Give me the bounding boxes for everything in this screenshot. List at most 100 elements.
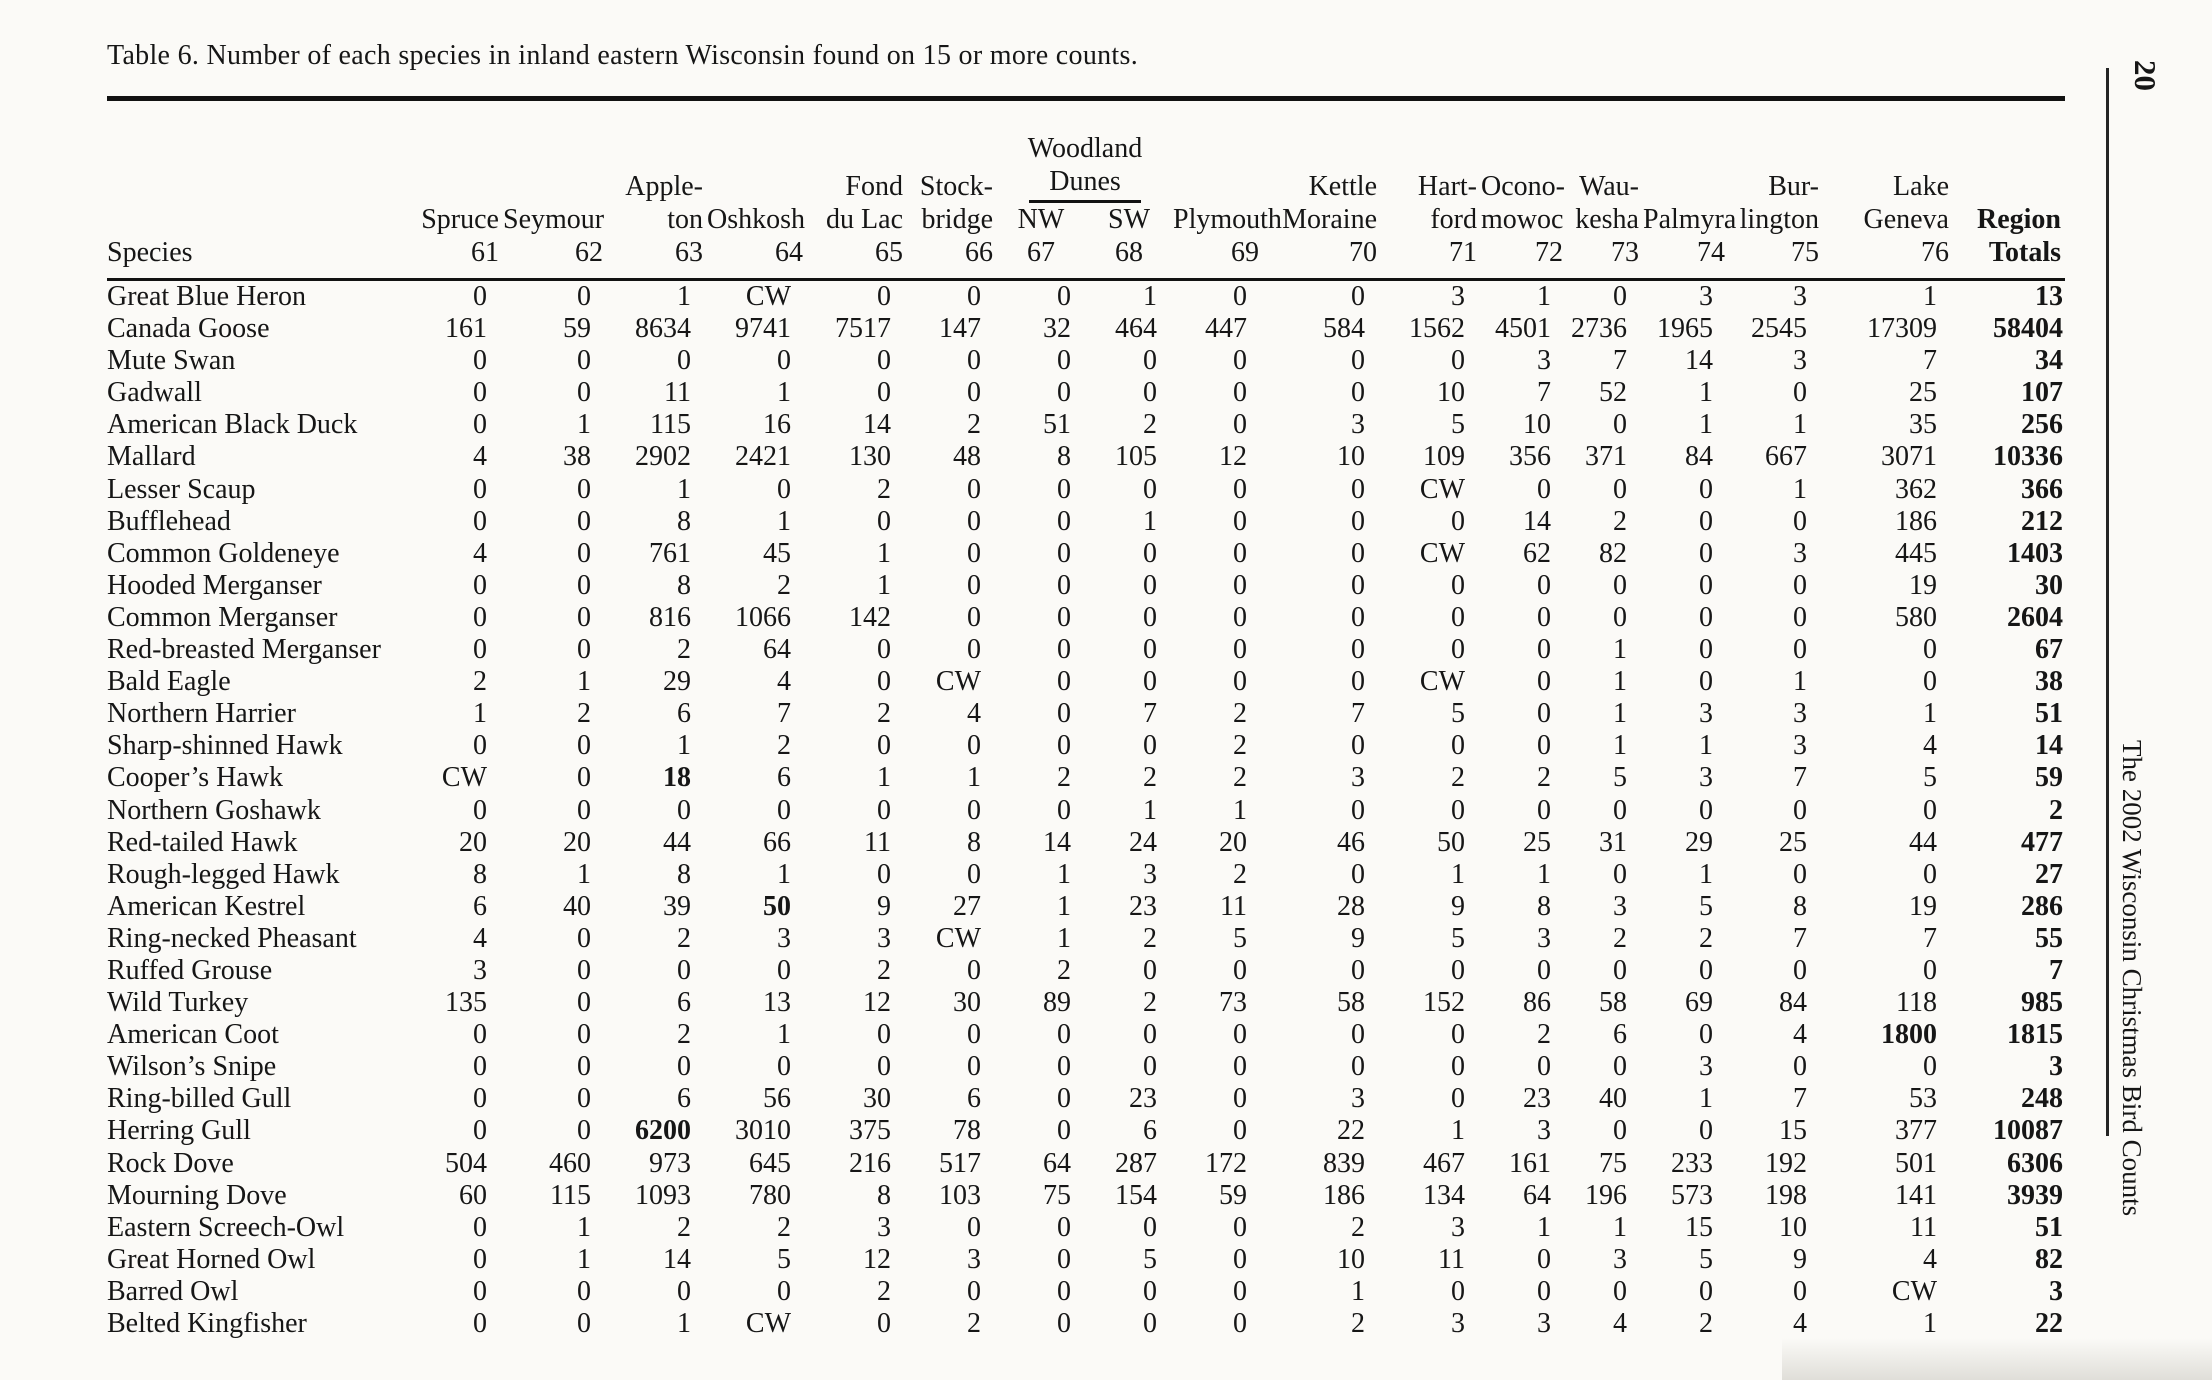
count-cell: 0 xyxy=(877,858,891,890)
count-cell: 0 xyxy=(577,1083,591,1115)
count-cell: 0 xyxy=(1057,281,1071,312)
count-cell: 3 xyxy=(1613,890,1627,922)
count-cell: 1 xyxy=(1613,1211,1627,1243)
count-cell: 23 xyxy=(1129,1083,1157,1115)
col-number: 67 xyxy=(1027,237,1055,268)
table-row: Ring-billed Gull 0 0 6 56 30 6 0 23 0 3 0 23 40 1 7 53 24… xyxy=(107,1083,2065,1115)
count-cell: 0 xyxy=(473,345,487,377)
col-label: Plymouth xyxy=(1173,204,1282,235)
count-cell: 0 xyxy=(1351,1051,1365,1083)
table-row: Canada Goose 161 59 8634 9741 7517 147 32 464 447… xyxy=(107,313,2065,345)
count-cell: 0 xyxy=(577,730,591,762)
count-cell: 366 xyxy=(2021,473,2063,505)
count-cell: 3 xyxy=(2049,1051,2063,1083)
count-cell: 0 xyxy=(1699,569,1713,601)
count-cell: 0 xyxy=(473,794,487,826)
table-row: Northern Goshawk 0 0 0 0 0 0 0 1 1 0 0 0 0 0 0 0 2 xyxy=(107,795,2065,827)
count-cell: 0 xyxy=(1537,569,1551,601)
count-cell: 51 xyxy=(2035,1211,2063,1243)
table-row: Northern Harrier 1 2 6 7 2 4 0 7 2 7 5 0 1 3 3 1 51 xyxy=(107,698,2065,730)
count-cell: 4501 xyxy=(1495,313,1551,345)
count-cell: 27 xyxy=(953,890,981,922)
count-cell: 3 xyxy=(1537,1115,1551,1147)
count-cell: 0 xyxy=(1451,601,1465,633)
species-name: Bufflehead xyxy=(107,505,231,537)
count-cell: 477 xyxy=(2021,826,2063,858)
count-cell: 0 xyxy=(473,601,487,633)
count-cell: 198 xyxy=(1765,1179,1807,1211)
count-cell: 3 xyxy=(1451,1308,1465,1339)
count-cell: 286 xyxy=(2021,890,2063,922)
count-cell: 1 xyxy=(1699,858,1713,890)
count-cell: 0 xyxy=(967,505,981,537)
count-cell: 0 xyxy=(1699,1019,1713,1051)
count-cell: 1 xyxy=(577,1243,591,1275)
count-cell: 0 xyxy=(577,987,591,1019)
count-cell: 192 xyxy=(1765,1147,1807,1179)
count-cell: 985 xyxy=(2021,987,2063,1019)
count-cell: 59 xyxy=(2035,762,2063,794)
count-cell: 3071 xyxy=(1881,441,1937,473)
count-cell: 0 xyxy=(777,473,791,505)
count-cell: 12 xyxy=(1219,441,1247,473)
count-cell: 0 xyxy=(967,377,981,409)
count-cell: 2 xyxy=(1699,1308,1713,1339)
count-cell: 0 xyxy=(1233,1308,1247,1339)
count-cell: 0 xyxy=(1143,601,1157,633)
count-cell: 0 xyxy=(1351,601,1365,633)
count-cell: 5 xyxy=(1923,762,1937,794)
count-cell: 30 xyxy=(953,987,981,1019)
count-cell: 0 xyxy=(1537,473,1551,505)
count-cell: 0 xyxy=(1451,634,1465,666)
count-cell: 53 xyxy=(1909,1083,1937,1115)
species-name: Rock Dove xyxy=(107,1147,234,1179)
count-cell: 64 xyxy=(763,634,791,666)
count-cell: 12 xyxy=(863,1243,891,1275)
count-cell: 0 xyxy=(967,281,981,312)
count-cell: 0 xyxy=(677,954,691,986)
count-cell: 31 xyxy=(1599,826,1627,858)
count-cell: 7 xyxy=(1923,922,1937,954)
col-number: 69 xyxy=(1231,237,1259,268)
col-header-plymouth: Plymouth 69 xyxy=(1173,118,1282,281)
count-cell: 2 xyxy=(1233,730,1247,762)
table-row: Wilson’s Snipe 0 0 0 0 0 0 0 0 0 0 0 0 0 3 0 0 3 xyxy=(107,1051,2065,1083)
count-cell: 14 xyxy=(863,409,891,441)
count-cell: 816 xyxy=(649,601,691,633)
count-cell: 0 xyxy=(577,377,591,409)
count-cell: 40 xyxy=(1599,1083,1627,1115)
count-cell: 5 xyxy=(1451,698,1465,730)
count-cell: 0 xyxy=(473,281,487,312)
count-cell: 3 xyxy=(1351,409,1365,441)
count-cell: 1 xyxy=(1143,505,1157,537)
col-header-burlington: Bur-lington 75 xyxy=(1729,118,1823,281)
count-cell: 0 xyxy=(1793,505,1807,537)
col-header-lake-geneva: Lake Geneva 76 xyxy=(1823,118,1953,281)
count-cell: 839 xyxy=(1323,1147,1365,1179)
count-cell: 8 xyxy=(967,826,981,858)
count-cell: 0 xyxy=(1057,1083,1071,1115)
col-number: 63 xyxy=(675,237,703,268)
count-cell: 1 xyxy=(1537,281,1551,312)
count-cell: 0 xyxy=(577,922,591,954)
count-cell: 7 xyxy=(1793,762,1807,794)
species-name: Common Merganser xyxy=(107,601,338,633)
species-name: Hooded Merganser xyxy=(107,569,322,601)
count-cell: 2 xyxy=(877,1275,891,1307)
count-cell: 3 xyxy=(1699,281,1713,312)
col-number: 72 xyxy=(1535,237,1563,268)
count-cell: 0 xyxy=(1057,601,1071,633)
count-cell: 8 xyxy=(677,505,691,537)
count-cell: 0 xyxy=(1351,858,1365,890)
count-cell: 84 xyxy=(1685,441,1713,473)
count-cell: 2 xyxy=(1451,762,1465,794)
count-cell: 0 xyxy=(1057,1019,1071,1051)
count-cell: 580 xyxy=(1895,601,1937,633)
count-cell: 118 xyxy=(1896,987,1937,1019)
count-cell: 196 xyxy=(1585,1179,1627,1211)
count-cell: 0 xyxy=(577,1115,591,1147)
count-cell: 3 xyxy=(1793,730,1807,762)
count-cell: 5 xyxy=(777,1243,791,1275)
count-cell: 51 xyxy=(2035,698,2063,730)
table-row: American Coot 0 0 2 1 0 0 0 0 0 0 0 2 6 0 4 1800 1815 xyxy=(107,1019,2065,1051)
